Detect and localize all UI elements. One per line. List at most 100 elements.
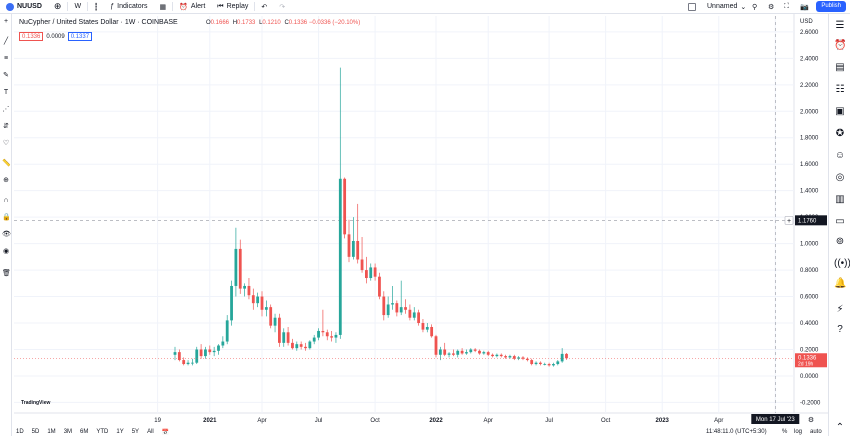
alerts-clock-icon[interactable]: ⏰ bbox=[834, 40, 847, 51]
prediction-icon[interactable]: ⇵ bbox=[3, 123, 9, 130]
candle-body bbox=[421, 323, 425, 330]
trash-icon[interactable]: 🗑 bbox=[2, 270, 11, 277]
crosshair-time-label: Mon 17 Jul '23 bbox=[756, 417, 795, 423]
performance-icon[interactable]: ⚡ bbox=[836, 304, 844, 315]
zoom-in-icon[interactable]: ⊕ bbox=[3, 177, 9, 184]
calculator-icon[interactable]: ▥ bbox=[835, 194, 845, 205]
data-window-icon[interactable]: ▤ bbox=[835, 62, 845, 73]
candle-body bbox=[191, 362, 194, 364]
crosshair-icon[interactable]: + bbox=[3, 18, 9, 25]
candle-body bbox=[417, 312, 420, 324]
candles-icon: ┇ bbox=[94, 3, 99, 11]
candle-body bbox=[204, 349, 207, 357]
settings-button[interactable]: ⚙ bbox=[762, 0, 780, 14]
templates-button[interactable]: ▦ bbox=[154, 0, 173, 14]
range-5d[interactable]: 5D bbox=[31, 429, 40, 435]
search-icon: ⚲ bbox=[752, 3, 758, 11]
search-button[interactable]: ⚲ bbox=[746, 0, 763, 14]
watchlist-icon[interactable]: ☰ bbox=[835, 20, 845, 31]
text-tool-icon[interactable]: T bbox=[3, 89, 9, 96]
time-tick-label: Apr bbox=[484, 418, 493, 424]
candle-body bbox=[495, 354, 499, 357]
magnet-icon[interactable]: ∩ bbox=[3, 197, 9, 204]
range-all[interactable]: All bbox=[147, 429, 154, 435]
candle-body bbox=[304, 346, 307, 349]
time-tick-label: Apr bbox=[257, 418, 266, 424]
goto-date-icon[interactable]: 📅 bbox=[161, 429, 170, 436]
compare-button[interactable]: ⊕ bbox=[48, 0, 68, 14]
eye-icon[interactable]: ◉ bbox=[2, 248, 10, 255]
log-toggle[interactable]: log bbox=[794, 429, 803, 435]
chat-icon[interactable]: ☺ bbox=[834, 150, 846, 161]
range-ytd[interactable]: YTD bbox=[96, 429, 109, 435]
range-1y[interactable]: 1Y bbox=[116, 429, 124, 435]
range-1m[interactable]: 1M bbox=[47, 429, 56, 435]
ohlc-change: −0.0336 (−20.10%) bbox=[308, 20, 361, 26]
candle-body bbox=[539, 362, 542, 365]
range-5y[interactable]: 5Y bbox=[131, 429, 140, 435]
interval-label: W bbox=[74, 3, 82, 10]
candle-body bbox=[321, 330, 325, 333]
chart-type-button[interactable]: ┇ bbox=[88, 0, 104, 14]
candle-body bbox=[473, 349, 477, 351]
trend-line-icon[interactable]: ╱ bbox=[3, 38, 9, 45]
candle-body bbox=[438, 349, 442, 355]
toolbar-divider bbox=[254, 2, 256, 11]
candle-body bbox=[404, 307, 407, 310]
candle-body bbox=[534, 362, 538, 365]
price-tick-label: 1.0000 bbox=[800, 242, 819, 248]
indicators-button[interactable]: ƒ Indicators bbox=[104, 0, 153, 14]
candle-body bbox=[347, 234, 351, 257]
ideas-bulb-icon[interactable]: ✪ bbox=[835, 128, 845, 139]
candle-body bbox=[243, 285, 246, 289]
hotlists-icon[interactable]: ☷ bbox=[835, 84, 845, 95]
snapshot-button[interactable]: 📷 bbox=[794, 0, 815, 14]
bottom-toolbar: 1D 5D 1M 3M 6M YTD 1Y 5Y All 📅 11:48:11.… bbox=[12, 428, 828, 436]
broadcast-icon[interactable]: ((•)) bbox=[834, 258, 850, 269]
lock-drawings-icon[interactable]: 🔒 bbox=[2, 214, 11, 221]
pattern-icon[interactable]: ⋰ bbox=[2, 106, 10, 113]
hide-drawings-icon[interactable]: 👁 bbox=[2, 231, 11, 238]
ruler-icon[interactable]: 📏 bbox=[2, 160, 11, 167]
notifications-bell-icon[interactable]: 🔔 bbox=[834, 278, 847, 289]
fullscreen-button[interactable]: ⛶ bbox=[778, 0, 795, 14]
layers-icon[interactable]: ▭ bbox=[835, 216, 845, 227]
price-tick-label: 1.6000 bbox=[800, 162, 819, 168]
calendar-icon[interactable]: ▣ bbox=[835, 106, 845, 117]
auto-toggle[interactable]: auto bbox=[810, 429, 822, 435]
redo-button[interactable]: ↷ bbox=[273, 0, 291, 14]
range-1d[interactable]: 1D bbox=[16, 429, 24, 435]
ask-price[interactable]: 0.1337 bbox=[67, 32, 93, 41]
fib-retracement-icon[interactable]: ≡ bbox=[3, 55, 9, 62]
ohlc-high-value: 0.1733 bbox=[237, 20, 256, 26]
streams-icon[interactable]: ◎ bbox=[835, 172, 845, 183]
collapse-chevron-icon[interactable]: ⌃ bbox=[835, 422, 845, 433]
last-price-label: 0.1336 bbox=[798, 355, 817, 361]
chart-legend-title[interactable]: NuCypher / United States Dollar · 1W · C… bbox=[19, 19, 178, 26]
layout-select[interactable]: Unnamed ⌄ bbox=[682, 0, 752, 14]
brush-icon[interactable]: ✎ bbox=[3, 72, 9, 79]
candle-body bbox=[469, 349, 473, 353]
time-tick-label: Oct bbox=[601, 418, 611, 424]
help-icon[interactable]: ? bbox=[837, 324, 843, 335]
target-icon[interactable]: ⊚ bbox=[835, 236, 845, 247]
bid-price[interactable]: 0.1336 bbox=[19, 32, 44, 41]
price-tick-label: 0.6000 bbox=[800, 295, 819, 301]
price-tick-label: 2.6000 bbox=[800, 30, 819, 36]
replay-button[interactable]: ⏮ Replay bbox=[211, 0, 254, 14]
range-6m[interactable]: 6M bbox=[80, 429, 89, 435]
range-3m[interactable]: 3M bbox=[63, 429, 73, 435]
publish-button[interactable]: Publish bbox=[816, 1, 846, 12]
symbol-search[interactable]: NUUSD bbox=[0, 0, 48, 14]
currency-label: USD bbox=[800, 19, 813, 25]
candle-body bbox=[234, 248, 238, 286]
ohlc-high-key: H bbox=[232, 20, 238, 26]
interval-button[interactable]: W bbox=[68, 0, 87, 14]
alert-button[interactable]: ⏰ Alert bbox=[173, 0, 211, 14]
clock-readout[interactable]: 11:48:11.0 (UTC+5:30) bbox=[706, 429, 767, 435]
heart-icon[interactable]: ♡ bbox=[2, 140, 10, 147]
percent-toggle[interactable]: % bbox=[782, 429, 788, 435]
undo-button[interactable]: ↶ bbox=[255, 0, 273, 14]
plus-circle-icon: ⊕ bbox=[53, 1, 62, 11]
